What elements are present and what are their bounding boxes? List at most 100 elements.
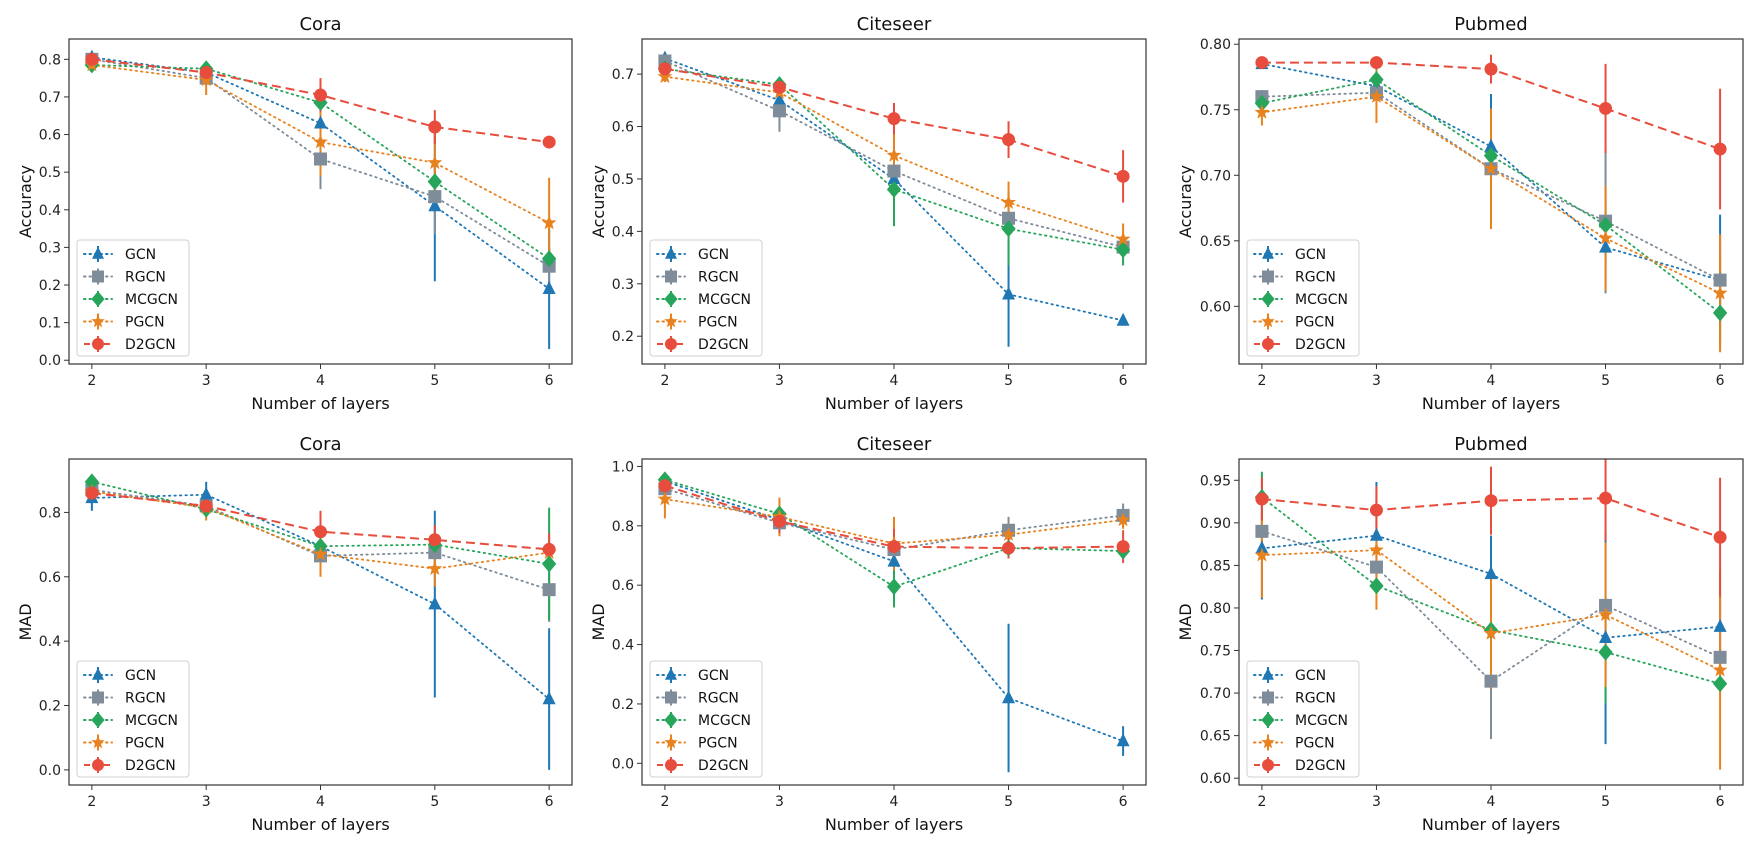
legend-label: GCN bbox=[698, 247, 729, 263]
square-marker bbox=[542, 583, 556, 597]
diamond-marker bbox=[1261, 291, 1275, 307]
legend-label: RGCN bbox=[125, 270, 166, 286]
y-tick-label: 0.6 bbox=[612, 578, 634, 594]
x-tick-label: 6 bbox=[545, 373, 554, 389]
triangle-marker bbox=[1599, 629, 1613, 643]
y-tick-label: 0.6 bbox=[612, 120, 634, 136]
x-axis-label: Number of layers bbox=[251, 394, 389, 413]
plot-area bbox=[657, 50, 1131, 347]
triangle-marker bbox=[665, 246, 677, 259]
legend-item-pgcn: PGCN bbox=[656, 734, 738, 752]
y-axis-label: MAD bbox=[589, 603, 608, 640]
triangle-marker bbox=[542, 691, 556, 705]
star-marker bbox=[541, 215, 557, 230]
y-tick-label: 0.7 bbox=[39, 90, 61, 106]
triangle-marker bbox=[1484, 138, 1498, 152]
star-marker bbox=[1254, 104, 1270, 119]
star-marker bbox=[1712, 285, 1728, 300]
square-marker bbox=[1262, 270, 1274, 283]
legend-item-mcgcn: MCGCN bbox=[1253, 291, 1348, 308]
star-marker bbox=[1369, 542, 1384, 557]
circle-marker bbox=[658, 479, 672, 493]
axes-frame bbox=[68, 458, 573, 786]
square-marker bbox=[1484, 674, 1498, 688]
circle-marker bbox=[1599, 101, 1613, 115]
y-tick-label: 0.2 bbox=[612, 329, 634, 345]
y-tick-label: 0.8 bbox=[612, 519, 634, 535]
circle-marker bbox=[658, 62, 672, 76]
legend-item-pgcn: PGCN bbox=[656, 313, 738, 331]
square-marker bbox=[1255, 524, 1269, 538]
y-tick-label: 0.4 bbox=[39, 634, 61, 650]
square-marker bbox=[887, 164, 901, 178]
triangle-marker bbox=[1262, 246, 1274, 259]
star-marker bbox=[427, 155, 443, 170]
legend-item-d2gcn: D2GCN bbox=[84, 336, 176, 353]
legend-item-rgcn: RGCN bbox=[83, 268, 166, 286]
legend-label: D2GCN bbox=[125, 337, 176, 353]
legend-item-gcn: GCN bbox=[1253, 246, 1326, 263]
circle-marker bbox=[665, 338, 677, 350]
circle-marker bbox=[887, 540, 901, 554]
y-tick-label: 0.4 bbox=[39, 203, 61, 219]
circle-marker bbox=[1255, 56, 1269, 70]
y-tick-label: 1.0 bbox=[612, 459, 634, 475]
diamond-marker bbox=[541, 555, 557, 573]
x-axis-label: Number of layers bbox=[251, 815, 389, 834]
triangle-marker bbox=[428, 596, 442, 610]
subplot-title: Citeseer bbox=[857, 14, 932, 35]
legend: GCN RGCN MCGCN PGCN D2GCN bbox=[76, 660, 190, 778]
series-line-mcgcn bbox=[1261, 496, 1721, 685]
plot-area bbox=[84, 473, 557, 770]
circle-marker bbox=[1369, 503, 1383, 517]
diamond-marker bbox=[84, 473, 100, 491]
star-marker bbox=[1712, 662, 1728, 677]
series-markers-rgcn bbox=[1255, 524, 1727, 688]
circle-marker bbox=[542, 542, 556, 556]
x-axis-label: Number of layers bbox=[825, 394, 963, 413]
legend-label: D2GCN bbox=[1295, 758, 1346, 774]
x-tick-label: 3 bbox=[202, 794, 211, 810]
series-line-pgcn bbox=[664, 75, 1124, 241]
y-axis-label: MAD bbox=[16, 603, 35, 640]
subplot-title: Cora bbox=[299, 14, 341, 35]
legend-item-gcn: GCN bbox=[656, 667, 729, 684]
square-marker bbox=[1713, 650, 1727, 664]
square-marker bbox=[428, 190, 442, 204]
triangle-marker bbox=[1599, 239, 1613, 253]
series-line-gcn bbox=[91, 493, 550, 700]
series-line-gcn bbox=[1261, 63, 1721, 282]
x-tick-label: 4 bbox=[1487, 373, 1496, 389]
y-tick-label: 0.1 bbox=[39, 316, 61, 332]
series-line-pgcn bbox=[91, 64, 550, 224]
series-line-pgcn bbox=[1261, 95, 1721, 295]
triangle-marker bbox=[199, 486, 213, 500]
diamond-marker bbox=[1001, 220, 1016, 238]
circle-marker bbox=[1262, 338, 1274, 350]
x-tick-label: 3 bbox=[775, 794, 784, 810]
star-marker bbox=[1115, 512, 1131, 527]
circle-marker bbox=[199, 65, 213, 79]
legend-label: MCGCN bbox=[125, 713, 178, 729]
legend-item-mcgcn: MCGCN bbox=[83, 291, 178, 308]
x-tick-label: 2 bbox=[660, 794, 669, 810]
circle-marker bbox=[92, 759, 104, 771]
circle-marker bbox=[1255, 492, 1269, 506]
y-tick-label: 0.6 bbox=[39, 128, 61, 144]
star-marker bbox=[1598, 230, 1613, 245]
x-tick-label: 6 bbox=[545, 794, 554, 810]
triangle-marker bbox=[314, 115, 327, 129]
diamond-marker bbox=[1712, 304, 1728, 322]
circle-marker bbox=[1002, 133, 1016, 147]
legend-label: PGCN bbox=[1295, 315, 1335, 331]
legend-label: MCGCN bbox=[125, 292, 178, 308]
legend-label: RGCN bbox=[125, 691, 166, 707]
legend-label: D2GCN bbox=[698, 758, 749, 774]
star-marker bbox=[1598, 607, 1613, 622]
circle-marker bbox=[1116, 540, 1130, 554]
diamond-marker bbox=[1115, 241, 1131, 259]
x-tick-label: 5 bbox=[430, 373, 439, 389]
diamond-marker bbox=[664, 291, 678, 307]
series-markers-d2gcn bbox=[658, 479, 1130, 555]
